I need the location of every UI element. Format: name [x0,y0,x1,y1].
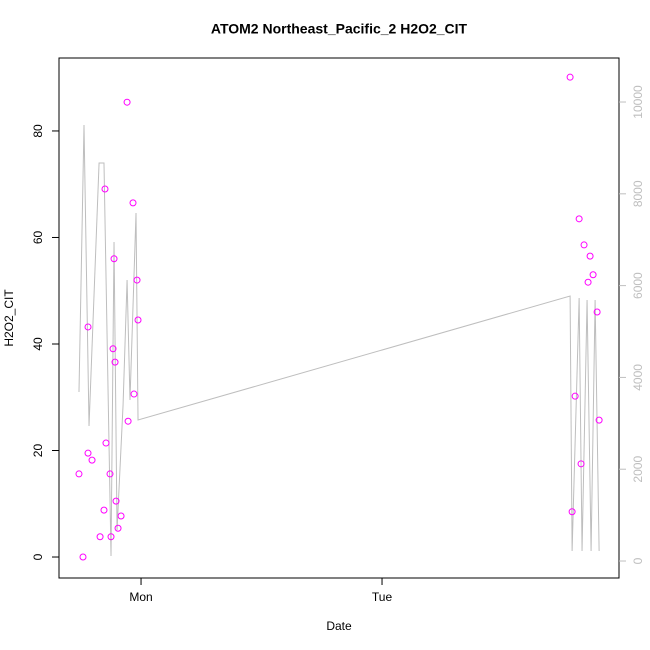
y-tick-label: 80 [31,124,45,138]
point [114,524,122,532]
y2-tick-label: 2000 [631,456,645,483]
point [107,533,115,541]
y2-tick-label: 0 [631,557,645,564]
point [133,276,141,284]
line [78,125,600,557]
y-tick-label: 40 [31,337,45,351]
x-axis-label: Date [326,619,352,633]
y-tick-label: 0 [31,553,45,560]
point [111,358,119,366]
point [134,316,142,324]
point [117,512,125,520]
point [109,345,117,353]
point [106,470,114,478]
x-tick-label: Tue [372,590,393,604]
point [79,553,87,561]
y-tick-label: 20 [31,444,45,458]
point [84,449,92,457]
point [571,392,579,400]
point [84,323,92,331]
point [130,390,138,398]
point [586,252,594,260]
point [100,506,108,514]
point [593,308,601,316]
point [101,185,109,193]
point [110,255,118,263]
point [568,508,576,516]
plot-frame [58,57,620,579]
point [566,73,574,81]
point [88,456,96,464]
y2-tick-label: 4000 [631,364,645,391]
point [584,278,592,286]
y-tick-label: 60 [31,230,45,244]
point [96,533,104,541]
y-axis-label: H2O2_CIT [2,289,16,347]
point [123,98,131,106]
y2-tick-label: 10000 [631,85,645,119]
y2-tick-label: 6000 [631,272,645,299]
point [575,215,583,223]
point [75,470,83,478]
x-tick-label: Mon [129,590,152,604]
point [595,416,603,424]
point [577,460,585,468]
point [102,439,110,447]
point [112,497,120,505]
point [124,417,132,425]
y2-tick-label: 8000 [631,180,645,207]
point [589,271,597,279]
point [580,241,588,249]
point [129,199,137,207]
chart-title: ATOM2 Northeast_Pacific_2 H2O2_CIT [211,21,468,37]
